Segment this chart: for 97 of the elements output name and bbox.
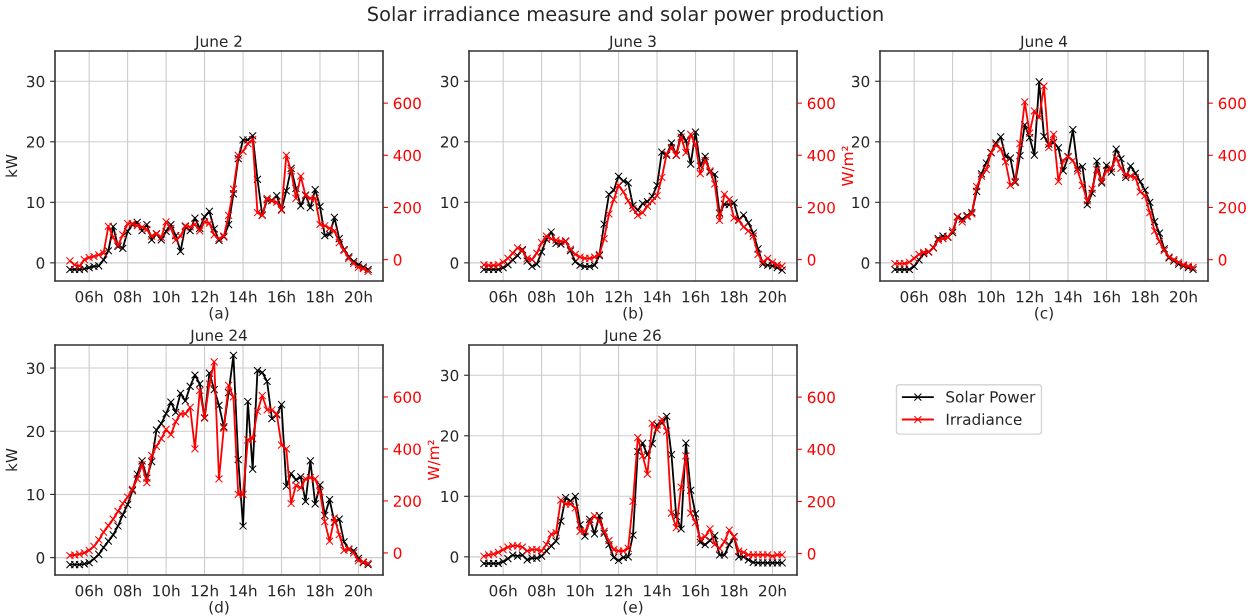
y2-tick-label: 0 [807, 254, 816, 266]
y-tick-label: 0 [861, 257, 870, 269]
y2-tick-label: 200 [807, 201, 835, 214]
y2-tick-label: 200 [1218, 201, 1246, 214]
y2-tick-label: 600 [393, 391, 421, 403]
x-tick-label: 18h [721, 290, 748, 303]
x-tick-label: 14h [1055, 290, 1082, 303]
y-tick-label: 20 [26, 425, 45, 438]
x-tick-label: 10h [567, 584, 594, 597]
legend-label: Irradiance [946, 413, 1022, 426]
y2-axis-title: W/m² [841, 146, 855, 187]
x-tick-label: 06h [489, 290, 517, 303]
y2-tick-label: 0 [393, 254, 402, 266]
y2-tick-label: 200 [393, 201, 421, 214]
y-tick-label: 0 [36, 552, 45, 564]
x-tick-label: 06h [75, 584, 103, 597]
x-tick-label: 12h [191, 584, 218, 597]
y2-tick-label: 400 [393, 443, 421, 455]
x-axis-title: (e) [623, 600, 643, 615]
y-tick-label: 20 [440, 136, 459, 148]
x-tick-label: 10h [153, 290, 180, 303]
y-tick-label: 10 [441, 490, 459, 503]
y-tick-label: 30 [27, 362, 45, 375]
x-tick-label: 08h [114, 584, 141, 597]
x-tick-label: 20h [759, 290, 786, 303]
x-tick-label: 16h [268, 584, 295, 597]
x-tick-label: 20h [1170, 290, 1197, 303]
y-tick-label: 30 [441, 75, 459, 88]
x-tick-label: 20h [759, 584, 786, 597]
chart-title: June 4 [1019, 35, 1068, 50]
y2-tick-label: 400 [393, 149, 421, 162]
y2-tick-label: 200 [393, 495, 421, 507]
text: Solar irradiance measure and solar power production [368, 6, 883, 25]
x-tick-label: 18h [721, 584, 748, 597]
chart-title: June 24 [189, 329, 247, 344]
x-tick-label: 10h [567, 290, 594, 303]
y-tick-label: 20 [26, 136, 45, 148]
x-tick-label: 08h [114, 290, 141, 303]
x-tick-label: 16h [682, 290, 709, 303]
x-tick-label: 18h [1132, 290, 1159, 303]
x-axis-title: (b) [623, 306, 643, 321]
x-tick-label: 18h [307, 290, 334, 303]
x-tick-label: 10h [153, 584, 180, 597]
x-tick-label: 08h [528, 584, 555, 597]
y-tick-label: 30 [27, 75, 45, 88]
y-tick-label: 0 [450, 257, 459, 269]
y-tick-label: 10 [27, 488, 45, 501]
y2-tick-label: 400 [807, 443, 835, 456]
y-tick-label: 0 [36, 257, 45, 269]
x-tick-label: 08h [528, 290, 555, 303]
y2-tick-label: 600 [807, 97, 835, 110]
x-tick-label: 14h [644, 290, 671, 303]
y2-tick-label: 600 [807, 391, 835, 404]
y2-tick-label: 0 [1218, 254, 1227, 266]
x-tick-label: 14h [644, 584, 671, 597]
y-tick-label: 20 [851, 136, 870, 148]
x-axis-title: (c) [1035, 306, 1053, 321]
y-tick-label: 20 [440, 430, 459, 442]
x-tick-label: 16h [1093, 290, 1120, 303]
y-axis-title: kW [5, 448, 18, 471]
x-tick-label: 18h [307, 584, 334, 597]
y2-tick-label: 0 [393, 547, 402, 559]
chart-title: June 2 [194, 35, 242, 50]
x-tick-label: 08h [939, 290, 966, 303]
y2-tick-label: 200 [807, 495, 835, 508]
x-tick-label: 12h [1016, 290, 1043, 303]
x-tick-label: 16h [268, 290, 295, 303]
y2-tick-label: 400 [807, 149, 835, 162]
y-tick-label: 10 [27, 196, 45, 209]
x-tick-label: 20h [345, 584, 372, 597]
x-tick-label: 12h [191, 290, 218, 303]
chart-title: June 3 [608, 35, 656, 50]
y2-axis-title: W/m² [427, 440, 441, 481]
x-tick-label: 14h [230, 584, 257, 597]
x-tick-label: 16h [682, 584, 709, 597]
x-tick-label: 10h [978, 290, 1005, 303]
x-tick-label: 20h [345, 290, 372, 303]
x-tick-label: 14h [230, 290, 257, 303]
y2-tick-label: 600 [1218, 97, 1246, 110]
y-axis-title: kW [5, 154, 18, 177]
y2-tick-label: 600 [393, 97, 421, 110]
chart-title: June 26 [603, 329, 661, 344]
legend-label: Solar Power [946, 390, 1036, 403]
x-tick-label: 06h [489, 584, 517, 597]
y-tick-label: 0 [450, 551, 459, 563]
y2-tick-label: 0 [807, 548, 816, 560]
x-tick-label: 06h [900, 290, 928, 303]
x-axis-title: (d) [209, 600, 229, 615]
x-tick-label: 06h [75, 290, 103, 303]
y-tick-label: 10 [852, 196, 870, 209]
x-tick-label: 12h [605, 290, 632, 303]
y-tick-label: 30 [441, 369, 459, 382]
x-tick-label: 12h [605, 584, 632, 597]
y-tick-label: 30 [852, 75, 870, 88]
y-tick-label: 10 [441, 196, 459, 209]
x-axis-title: (a) [209, 306, 229, 321]
y2-tick-label: 400 [1218, 149, 1246, 162]
